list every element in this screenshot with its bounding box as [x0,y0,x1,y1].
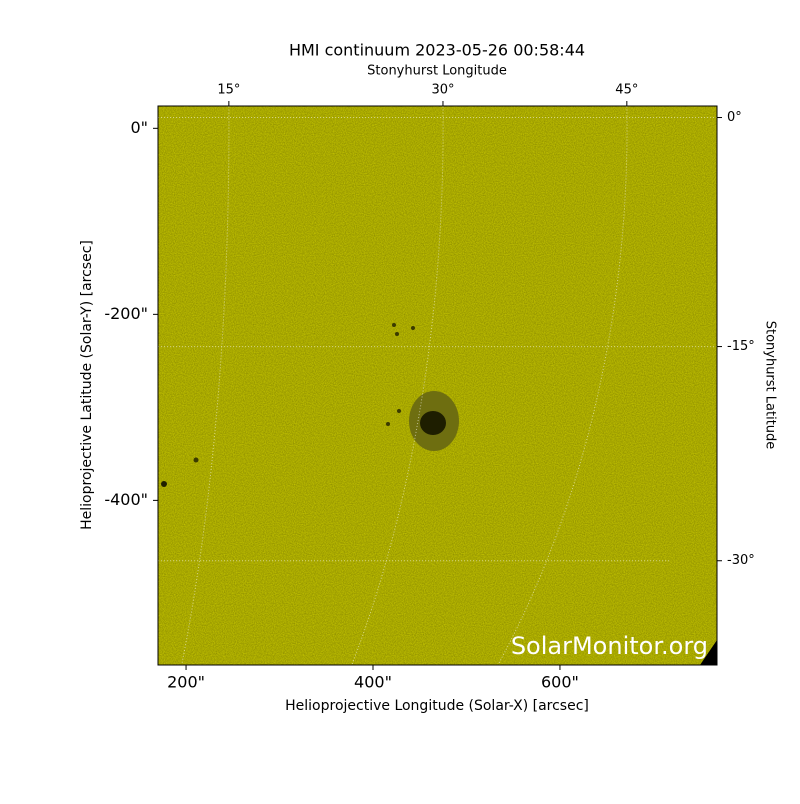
pore [411,326,415,330]
grid-line [351,106,444,665]
frame [157,105,718,666]
x2-tick-label: 15° [217,83,240,98]
x-tick-label: 600" [541,673,579,692]
watermark: SolarMonitor.org [511,632,708,660]
y2-axis-label: Stonyhurst Latitude [763,321,778,450]
pore [193,457,199,463]
x-tick-label: 400" [354,673,392,692]
pore [397,409,401,413]
x2-axis-label: Stonyhurst Longitude [367,64,507,79]
y-axis-label: Helioprojective Latitude (Solar-Y) [arcs… [79,240,95,530]
y-tick-label: -200" [104,304,148,323]
pore [386,422,390,426]
chart-title: HMI continuum 2023-05-26 00:58:44 [289,41,585,60]
y-tick-label: 0" [130,118,148,137]
pore [392,323,396,327]
limb [700,640,717,665]
y-tick-label: -400" [104,490,148,509]
image-texture [158,106,717,665]
grid-line [181,106,230,665]
pore [161,481,167,487]
y2-tick-label: -30° [727,553,755,568]
x2-tick-label: 45° [615,83,638,98]
y2-tick-label: 0° [727,110,742,125]
pore [395,332,399,336]
plot-area: SolarMonitor.org [158,106,717,665]
umbra [420,411,446,435]
y2-tick-label: -15° [727,339,755,354]
x-tick-label: 200" [167,673,205,692]
x2-tick-label: 30° [431,83,454,98]
x-axis-label: Helioprojective Longitude (Solar-X) [arc… [285,698,589,714]
